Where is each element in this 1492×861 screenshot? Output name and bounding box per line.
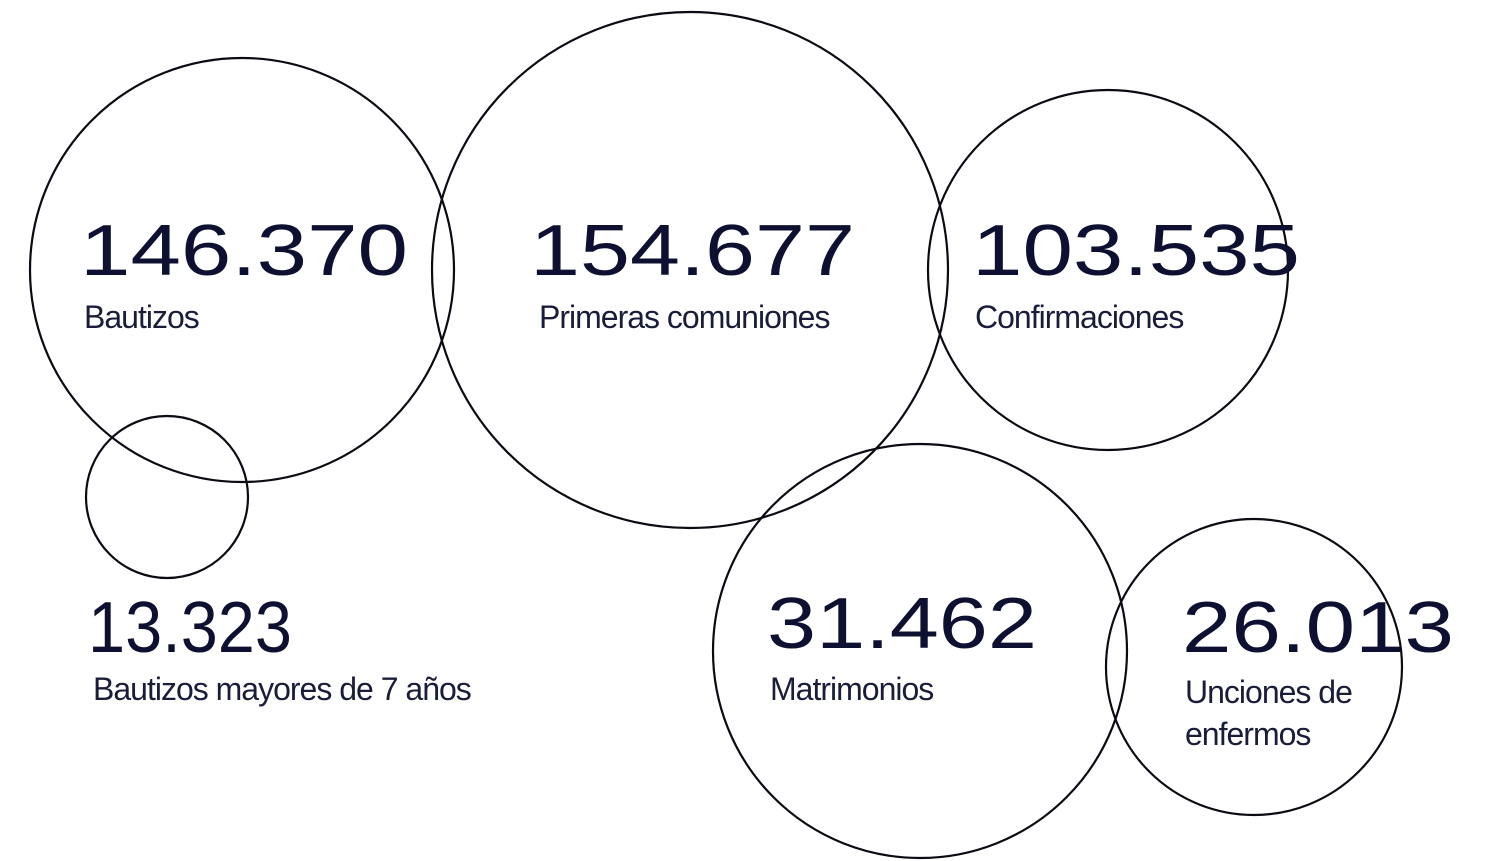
bubble — [1104, 517, 1404, 817]
stat-number: 31.462 — [767, 584, 1037, 664]
bubble — [28, 56, 456, 484]
bubble — [430, 10, 950, 530]
bubble — [84, 414, 250, 580]
stat-number: 154.677 — [530, 211, 855, 291]
bubble — [711, 442, 1129, 860]
stat-number: 13.323 — [88, 588, 292, 668]
stat-label: Bautizos mayores de 7 años — [93, 671, 471, 707]
stat-label: Primeras comuniones — [539, 299, 829, 335]
bubble — [926, 88, 1290, 452]
stat-label: Matrimonios — [770, 671, 933, 707]
stat-number: 26.013 — [1182, 588, 1454, 668]
stat-label: Confirmaciones — [975, 299, 1183, 335]
stat-number: 146.370 — [80, 211, 408, 291]
stat-number: 103.535 — [972, 211, 1300, 291]
stat-label: enfermos — [1185, 716, 1310, 752]
stat-label: Bautizos — [84, 299, 199, 335]
stat-label: Unciones de — [1185, 674, 1352, 710]
